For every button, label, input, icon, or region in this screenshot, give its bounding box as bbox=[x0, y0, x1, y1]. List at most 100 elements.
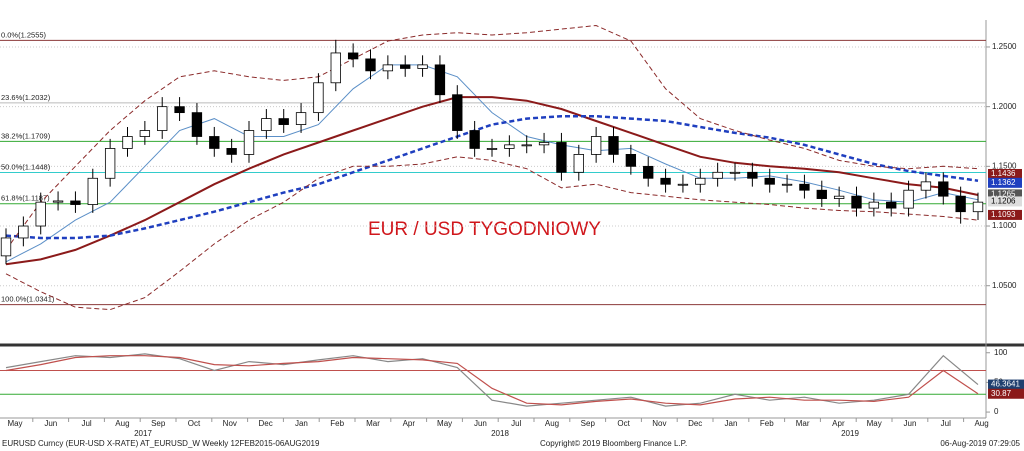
footer-right: 06-Aug-2019 07:29:05 bbox=[940, 439, 1020, 448]
candle-body bbox=[174, 106, 185, 114]
fib-label: 23.6%(1.2032) bbox=[1, 93, 51, 102]
candle-body bbox=[330, 52, 341, 84]
candle-body bbox=[625, 154, 637, 167]
candle-body bbox=[417, 64, 428, 69]
candle-body bbox=[781, 183, 793, 186]
value-tag-label: 1.1093 bbox=[991, 210, 1016, 219]
candle-body bbox=[764, 177, 775, 185]
x-tick-label: Jun bbox=[474, 419, 487, 428]
candle-body bbox=[556, 142, 567, 173]
value-tag bbox=[988, 168, 1022, 179]
candle-body bbox=[209, 136, 220, 149]
overlay-line bbox=[5, 96, 979, 266]
x-tick-label: May bbox=[7, 419, 22, 428]
value-tag bbox=[988, 379, 1024, 390]
y-tick-label: 0 bbox=[994, 407, 999, 416]
fib-label: 61.8%(1.1187) bbox=[1, 194, 50, 203]
x-tick-label: Mar bbox=[366, 419, 380, 428]
value-tag bbox=[988, 177, 1022, 188]
overlay-line bbox=[5, 24, 979, 251]
candle-body bbox=[261, 118, 272, 131]
x-tick-label: Jul bbox=[511, 419, 521, 428]
candle-body bbox=[747, 171, 758, 179]
x-tick-label: Aug bbox=[974, 419, 988, 428]
oscillator-line bbox=[5, 355, 979, 406]
candle-body bbox=[868, 201, 880, 209]
candle-body bbox=[52, 200, 64, 203]
candle-body bbox=[104, 148, 116, 179]
fib-label: 0.0%(1.2555) bbox=[1, 30, 47, 39]
candle-body bbox=[139, 130, 151, 137]
value-tag bbox=[988, 196, 1022, 207]
candle-body bbox=[504, 144, 515, 149]
candle-body bbox=[347, 52, 359, 60]
candle-body bbox=[486, 148, 498, 150]
candle-body bbox=[521, 144, 532, 147]
y-tick-label: 1.2500 bbox=[992, 42, 1017, 51]
value-tag-label: 1.1265 bbox=[991, 190, 1016, 199]
y-tick-label: 100 bbox=[994, 348, 1008, 357]
footer-center: Copyright© 2019 Bloomberg Finance L.P. bbox=[540, 439, 687, 448]
x-tick-label: Mar bbox=[796, 419, 810, 428]
candle-body bbox=[87, 177, 98, 205]
fib-label: 38.2%(1.1709) bbox=[1, 131, 51, 140]
candle-body bbox=[122, 136, 133, 149]
x-tick-label: Dec bbox=[688, 419, 702, 428]
candle-body bbox=[243, 130, 255, 155]
year-label: 2018 bbox=[491, 429, 509, 438]
candle-body bbox=[608, 136, 619, 155]
x-tick-label: Jan bbox=[725, 419, 738, 428]
candle-body bbox=[35, 201, 46, 227]
x-tick-label: Oct bbox=[188, 419, 201, 428]
candle-body bbox=[972, 201, 984, 213]
fib-label: 100.0%(1.0341) bbox=[1, 295, 55, 304]
x-tick-label: Jul bbox=[81, 419, 91, 428]
value-tag-label: 1.1436 bbox=[991, 169, 1016, 178]
value-tag bbox=[988, 209, 1022, 220]
candle-body bbox=[469, 130, 480, 149]
candle-body bbox=[18, 225, 29, 239]
x-tick-label: Sep bbox=[581, 419, 596, 428]
candle-body bbox=[712, 171, 723, 179]
candle-body bbox=[278, 118, 289, 125]
candle-body bbox=[660, 177, 671, 185]
overlay-line bbox=[5, 156, 979, 311]
candle-body bbox=[799, 183, 810, 191]
candle-body bbox=[886, 201, 897, 209]
candle-body bbox=[851, 195, 862, 209]
candle-body bbox=[226, 148, 237, 155]
value-tag-label: 1.1206 bbox=[991, 197, 1016, 206]
candle-body bbox=[695, 177, 706, 185]
candle-body bbox=[938, 181, 949, 197]
candle-body bbox=[955, 195, 966, 213]
y-tick-label: 1.0500 bbox=[992, 281, 1017, 290]
year-label: 2017 bbox=[134, 429, 152, 438]
candle-body bbox=[400, 64, 411, 69]
x-tick-label: Apr bbox=[832, 419, 845, 428]
candle-body bbox=[920, 181, 932, 191]
x-tick-label: Aug bbox=[115, 419, 129, 428]
x-tick-label: May bbox=[867, 419, 882, 428]
candle-body bbox=[833, 195, 845, 199]
y-tick-label: 1.2000 bbox=[992, 102, 1017, 111]
value-tag-label: 30.87 bbox=[991, 389, 1012, 398]
fib-label: 50.0%(1.1448) bbox=[1, 163, 51, 172]
candle-body bbox=[538, 142, 550, 146]
value-tag bbox=[988, 388, 1024, 399]
value-tag-label: 46.3641 bbox=[991, 380, 1020, 389]
candle-body bbox=[903, 189, 914, 209]
candle-body bbox=[452, 94, 463, 131]
overlay-line bbox=[5, 114, 979, 240]
annotation: EUR / USD TYGODNIOWY bbox=[368, 219, 601, 240]
candle-body bbox=[295, 112, 307, 125]
x-tick-label: May bbox=[437, 419, 452, 428]
x-tick-label: Feb bbox=[760, 419, 774, 428]
year-label: 2019 bbox=[841, 429, 859, 438]
candle-body bbox=[677, 183, 689, 186]
x-tick-label: Nov bbox=[652, 419, 666, 428]
candle-body bbox=[0, 237, 12, 257]
candle-body bbox=[816, 189, 827, 199]
x-tick-label: Jun bbox=[44, 419, 57, 428]
